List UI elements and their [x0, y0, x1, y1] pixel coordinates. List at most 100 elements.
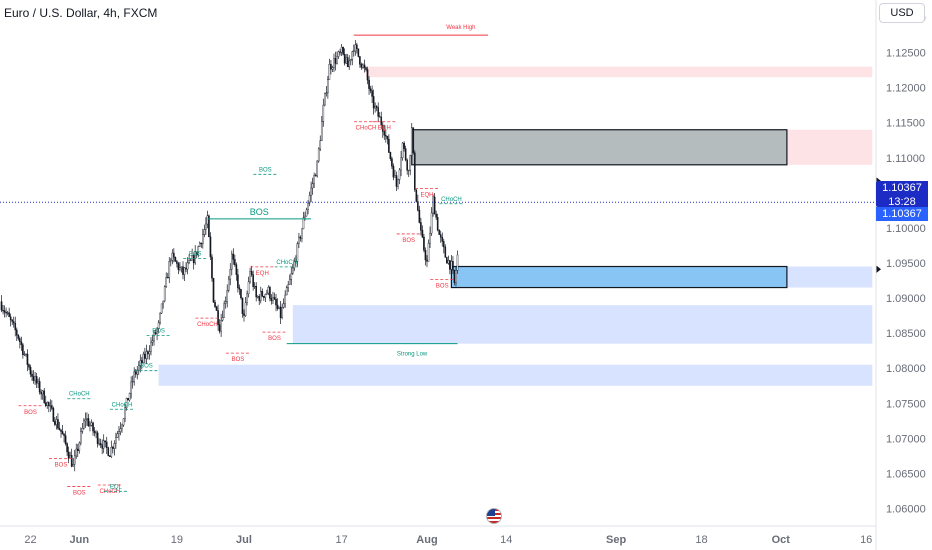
candle-body	[81, 428, 84, 432]
us-flag-icon[interactable]	[486, 508, 502, 524]
candle-body	[365, 67, 367, 70]
candle-body	[298, 236, 300, 244]
candle-body	[37, 381, 39, 384]
candle-body	[276, 304, 279, 309]
candle-body	[404, 148, 407, 161]
time-tick-label: Oct	[772, 534, 791, 546]
candle-body	[76, 448, 79, 452]
candle-body	[29, 366, 32, 375]
level-label: Strong Low	[397, 352, 428, 358]
candle-body	[293, 261, 296, 269]
candle-body	[40, 391, 42, 395]
candle-body	[391, 158, 393, 167]
candle-body	[31, 373, 33, 377]
structure-label: EQH	[378, 126, 391, 132]
structure-label: CHoCH	[441, 197, 462, 203]
candle-body	[272, 297, 274, 301]
candle-body	[189, 259, 192, 262]
candle-body	[60, 429, 62, 432]
candle-body	[169, 259, 172, 262]
time-tick-label: 22	[24, 534, 36, 546]
candle-body	[273, 297, 276, 300]
candle-body	[360, 64, 363, 68]
candle-body	[362, 64, 364, 68]
candle-body	[115, 437, 117, 444]
candle-body	[389, 152, 392, 159]
time-tick-label: Jun	[70, 534, 90, 546]
candle-body	[162, 300, 164, 305]
candle-body	[371, 90, 373, 97]
candle-body	[205, 223, 207, 230]
candle-body	[351, 51, 354, 60]
candle-body	[427, 243, 430, 262]
candle-body	[151, 340, 154, 343]
candle-body	[279, 306, 282, 318]
candle-body	[455, 270, 457, 283]
candle-body	[147, 351, 149, 355]
candle-body	[392, 166, 395, 178]
candle-body	[63, 433, 65, 436]
candle-body	[348, 60, 351, 68]
candle-body	[84, 419, 87, 422]
candle-body	[202, 234, 204, 244]
candle-body	[95, 432, 97, 434]
candle-body	[214, 302, 216, 307]
price-tick-label: 1.08500	[886, 328, 926, 340]
candle-body	[246, 293, 248, 303]
candle-body	[11, 319, 14, 322]
price-tick-label: 1.12000	[886, 83, 926, 95]
candle-body	[130, 381, 132, 394]
candle-body	[133, 371, 136, 382]
candle-body	[252, 274, 254, 287]
candle-body	[177, 263, 180, 270]
candle-body	[241, 297, 244, 314]
candle-body	[44, 402, 47, 406]
candle-body	[442, 241, 445, 248]
candle-body	[93, 430, 96, 434]
candle-body	[296, 243, 299, 262]
candle-body	[142, 353, 145, 363]
candle-body	[66, 443, 68, 453]
candle-body	[20, 341, 23, 345]
candle-body	[381, 124, 384, 132]
candle-body	[250, 271, 253, 275]
time-tick-label: Aug	[416, 534, 437, 546]
candle-body	[212, 278, 215, 303]
candle-body	[333, 58, 335, 68]
candle-body	[258, 296, 261, 301]
candle-body	[128, 393, 131, 401]
candle-body	[3, 310, 6, 313]
candle-body	[354, 44, 357, 52]
candle-body	[6, 312, 9, 314]
candle-body	[363, 64, 366, 68]
time-tick-label: 18	[695, 534, 707, 546]
candle-body	[200, 242, 203, 245]
price-tick-label: 1.11500	[886, 118, 925, 130]
candle-body	[179, 267, 181, 270]
candle-body	[357, 48, 360, 57]
candle-body	[105, 441, 108, 448]
candle-body	[330, 64, 332, 70]
candle-body	[305, 209, 308, 217]
candle-body	[342, 46, 344, 55]
candle-body	[165, 277, 168, 287]
symbol-title: Euro / U.S. Dollar, 4h, FXCM	[4, 6, 158, 20]
currency-button[interactable]: USD	[879, 3, 925, 23]
candle-body	[34, 376, 36, 381]
candle-body	[160, 303, 163, 314]
candle-body	[156, 328, 158, 335]
structure-label: BOS	[232, 357, 245, 363]
candle-body	[253, 285, 256, 288]
candle-body	[70, 455, 73, 467]
structure-label: BOS	[268, 336, 281, 342]
candle-body	[32, 376, 35, 381]
candle-body	[191, 255, 193, 261]
candle-body	[127, 397, 129, 401]
candle-body	[188, 259, 190, 264]
candle-body	[221, 317, 224, 321]
candle-body	[450, 261, 453, 270]
candle-body	[92, 422, 94, 432]
candle-body	[209, 236, 212, 258]
candle-body	[317, 148, 320, 162]
